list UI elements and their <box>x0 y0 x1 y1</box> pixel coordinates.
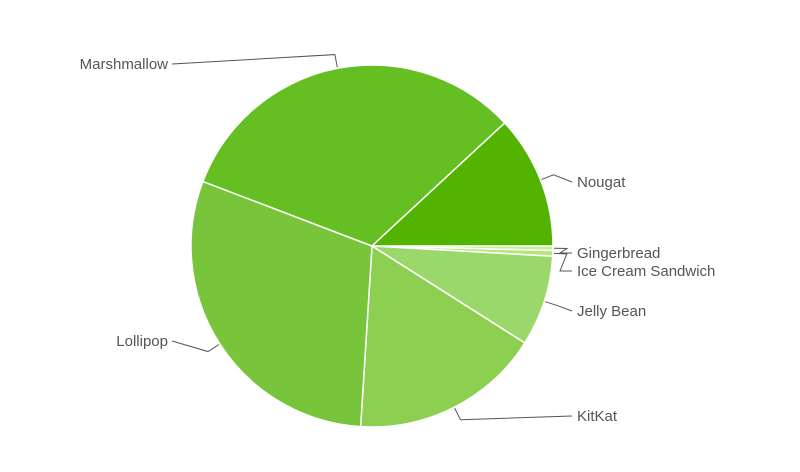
leader-lines <box>171 54 573 421</box>
leader-line-nougat <box>541 174 573 183</box>
pie-slice-marshmallow <box>201 64 506 247</box>
leader-line-lollipop <box>171 340 220 353</box>
leader-line-gingerbread <box>553 247 572 254</box>
leader-line-marshmallow <box>171 54 338 68</box>
slice-label-nougat: Nougat <box>577 174 626 191</box>
pie-slice-nougat <box>370 121 554 247</box>
slice-label-marshmallow: Marshmallow <box>80 56 169 73</box>
leader-line-jelly-bean <box>545 301 573 312</box>
leader-line-ice-cream-sandwich <box>553 252 572 272</box>
leader-line-kitkat <box>454 407 573 421</box>
slice-label-kitkat: KitKat <box>577 408 618 425</box>
slice-label-ice-cream-sandwich: Ice Cream Sandwich <box>577 263 715 280</box>
pie-slice-jelly-bean <box>369 245 554 345</box>
pie-slice-lollipop <box>190 180 373 428</box>
pie-slice-kitkat <box>359 244 526 428</box>
slice-label-lollipop: Lollipop <box>116 333 168 350</box>
slice-label-gingerbread: Gingerbread <box>577 245 660 262</box>
pie-slices <box>190 64 554 428</box>
slice-label-jelly-bean: Jelly Bean <box>577 303 646 320</box>
